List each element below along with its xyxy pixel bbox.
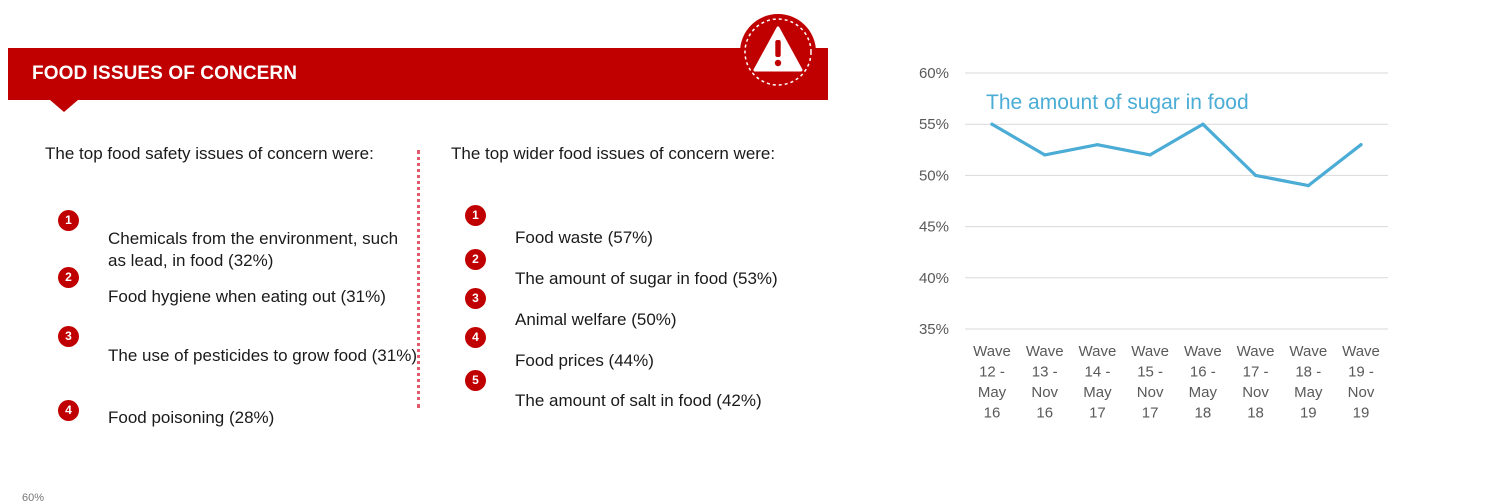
data-point [1095,143,1100,147]
wider-item-2: The amount of sugar in food (53%) [515,269,778,288]
data-point [1148,153,1152,157]
series-line-sugar [990,122,1363,188]
data-point [1253,173,1258,177]
series-label: The amount of sugar in food [986,91,1249,114]
banner-notch [50,100,78,112]
warning-icon [740,14,816,90]
safety-item-1: Chemicals from the environment, such as … [108,229,399,270]
safety-item-2: Food hygiene when eating out (31%) [108,287,386,306]
safety-number-1: 1 [58,210,79,231]
safety-number-3: 3 [58,326,79,347]
wider-item-5: The amount of salt in food (42%) [515,391,762,410]
y-tick-label: 50% [919,167,949,184]
y-tick-label: 40% [919,270,949,287]
data-point [1201,122,1205,126]
column-divider [417,150,420,408]
safety-item-3: The use of pesticides to grow food (31%) [108,346,417,365]
y-tick-label: 60% [919,65,949,82]
footer-fragment: 60% [22,492,45,504]
x-tick-label: Wave 15 -Nov 17 [1131,343,1169,422]
wider-number-2: 2 [465,249,486,270]
wider-number-1: 1 [465,205,486,226]
data-point [1306,184,1310,188]
data-point [1359,143,1363,147]
safety-number-2: 2 [58,267,79,288]
wider-number-4: 4 [465,327,486,348]
wider-number-3: 3 [465,288,486,309]
y-tick-label: 45% [919,219,949,236]
wider-intro: The top wider food issues of concern wer… [451,144,776,163]
wider-item-4: Food prices (44%) [515,351,654,370]
safety-intro: The top food safety issues of concern we… [45,144,374,163]
data-point [990,122,994,126]
y-tick-label: 35% [919,321,949,338]
x-tick-label: Wave 16 -May 18 [1184,343,1222,422]
safety-number-4: 4 [58,400,79,421]
x-tick-label: Wave 12 -May 16 [973,343,1011,422]
wider-item-1: Food waste (57%) [515,228,653,247]
x-tick-label: Wave 18 -May 19 [1289,343,1327,422]
data-point [1043,153,1047,157]
section-banner: FOOD ISSUES OF CONCERN [8,48,828,112]
banner-title: FOOD ISSUES OF CONCERN [32,63,298,84]
y-tick-label: 55% [919,116,949,133]
x-tick-label: Wave 19 -Nov 19 [1342,343,1380,422]
x-tick-label: Wave 13 -Nov 16 [1026,343,1064,422]
safety-item-4: Food poisoning (28%) [108,408,275,427]
x-tick-label: Wave 14 -May 17 [1079,343,1117,422]
wider-number-5: 5 [465,370,486,391]
wider-item-3: Animal welfare (50%) [515,310,677,329]
x-tick-label: Wave 17 -Nov 18 [1237,343,1275,422]
